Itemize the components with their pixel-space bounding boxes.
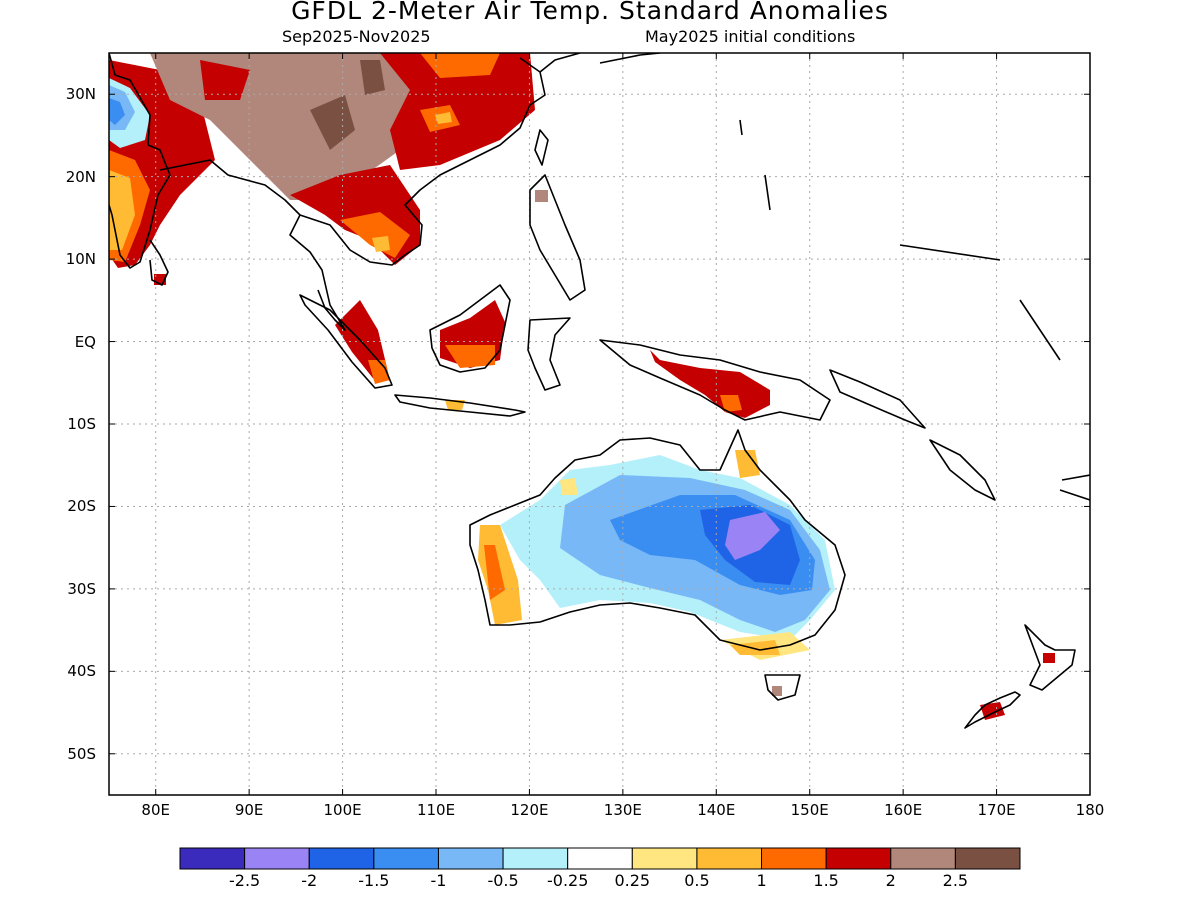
latitude-label: 40S <box>67 662 96 681</box>
anomaly-china-orange2 <box>420 53 500 78</box>
coast-philippines <box>529 174 586 301</box>
anomaly-tibet-dark2 <box>360 60 385 95</box>
colorbar-label: 1 <box>756 871 767 890</box>
longitude-label: 100E <box>323 801 362 819</box>
colorbar <box>179 847 1021 870</box>
coast-java <box>394 394 526 417</box>
anomaly-aus-north-yellow <box>560 478 578 495</box>
coast-sumatra <box>299 294 393 389</box>
colorbar-label: -0.25 <box>546 871 589 890</box>
anomaly-png-red <box>650 350 770 418</box>
colorbar-swatch <box>308 847 375 870</box>
anomaly-tasmania-brown <box>772 686 782 696</box>
anomaly-sumatra-orange <box>368 360 390 384</box>
colorbar-swatch <box>696 847 763 870</box>
anomaly-pakistan-blue3 <box>109 98 125 125</box>
anomaly-nz-red2 <box>1043 653 1055 663</box>
longitude-label: 160E <box>884 801 923 819</box>
colorbar-label: 0.5 <box>684 871 710 890</box>
coast-australia <box>469 429 846 651</box>
colorbar-label: 0.25 <box>614 871 651 890</box>
latitude-label: 30S <box>67 579 96 598</box>
colorbar-label: 2.5 <box>942 871 969 890</box>
axis-ticks <box>109 53 1091 795</box>
latitude-label: 20N <box>65 167 96 186</box>
latitude-label: 20S <box>67 497 96 516</box>
longitude-label: 140E <box>697 801 736 819</box>
longitude-label: 110E <box>416 801 456 819</box>
colorbar-label: -1.5 <box>358 871 390 890</box>
anomaly-aus-ne-orange <box>735 450 760 478</box>
coast-taiwan <box>534 129 549 166</box>
colorbar-swatch <box>567 847 633 870</box>
latitude-label: 30N <box>65 85 96 104</box>
longitude-label: 90E <box>234 801 264 819</box>
colorbar-swatch <box>179 847 246 870</box>
coastlines <box>109 53 1090 729</box>
longitude-label: 130E <box>603 801 642 819</box>
longitude-label: 150E <box>790 801 829 819</box>
colorbar-swatch <box>631 847 698 870</box>
colorbar-swatch <box>954 847 1021 870</box>
longitude-label: 180 <box>1075 801 1105 819</box>
coast-asia <box>109 53 546 331</box>
anomaly-phil-brown <box>535 190 548 202</box>
anomaly-china-red <box>380 53 535 170</box>
colorbar-label: 1.5 <box>813 871 839 890</box>
colorbar-swatch <box>437 847 504 870</box>
latitude-label: 10N <box>65 250 96 269</box>
coast-borneo <box>429 284 511 373</box>
colorbar-swatch <box>825 847 892 870</box>
coast-sulawesi <box>527 317 571 391</box>
anomaly-png-orange <box>720 395 742 412</box>
coast-tasmania <box>764 674 801 701</box>
latitude-label: 10S <box>67 415 96 433</box>
colorbar-label: -2.5 <box>229 871 261 890</box>
anomaly-indochina-orange <box>340 212 410 258</box>
anomaly-china-yellow <box>435 112 452 124</box>
coast-newguinea <box>599 339 831 421</box>
initial-conditions-subtitle: May2025 initial conditions <box>645 27 856 46</box>
colorbar-label: 2 <box>885 871 896 890</box>
anomaly-aus-west-orange2 <box>484 545 505 600</box>
longitude-label: 80E <box>141 801 170 819</box>
anomaly-aus-purple <box>725 512 780 560</box>
graticule <box>109 53 1090 795</box>
colorbar-swatch <box>502 847 569 870</box>
coast-nz-south <box>964 691 1021 729</box>
coast-pacific-dots <box>739 119 1090 501</box>
colorbar-swatch <box>890 847 956 870</box>
latitude-label: EQ <box>74 332 96 351</box>
coast-nz-north <box>1024 624 1076 691</box>
anomaly-indochina-yellow <box>372 236 390 252</box>
longitude-label: 120E <box>510 801 549 819</box>
coast-japan <box>539 53 661 73</box>
colorbar-label: -1 <box>430 871 447 890</box>
coast-png-islands <box>829 369 926 429</box>
colorbar-label: -0.5 <box>487 871 519 890</box>
anomaly-tibet-dark <box>310 95 355 150</box>
colorbar-swatch <box>373 847 439 870</box>
anomaly-china-red-w <box>200 60 250 100</box>
latitude-label: 50S <box>67 744 96 763</box>
anomaly-borneo-orange <box>445 345 495 368</box>
colorbar-swatch <box>244 847 310 870</box>
colorbar-label: -2 <box>301 871 318 890</box>
period-subtitle: Sep2025-Nov2025 <box>282 27 431 46</box>
anomaly-field <box>109 53 1055 720</box>
anomaly-aus-se-orange <box>730 640 780 655</box>
colorbar-swatch <box>761 847 827 870</box>
map-title: GFDL 2-Meter Air Temp. Standard Anomalie… <box>291 0 889 25</box>
coast-solomons <box>929 439 996 501</box>
longitude-label: 170E <box>977 801 1016 819</box>
